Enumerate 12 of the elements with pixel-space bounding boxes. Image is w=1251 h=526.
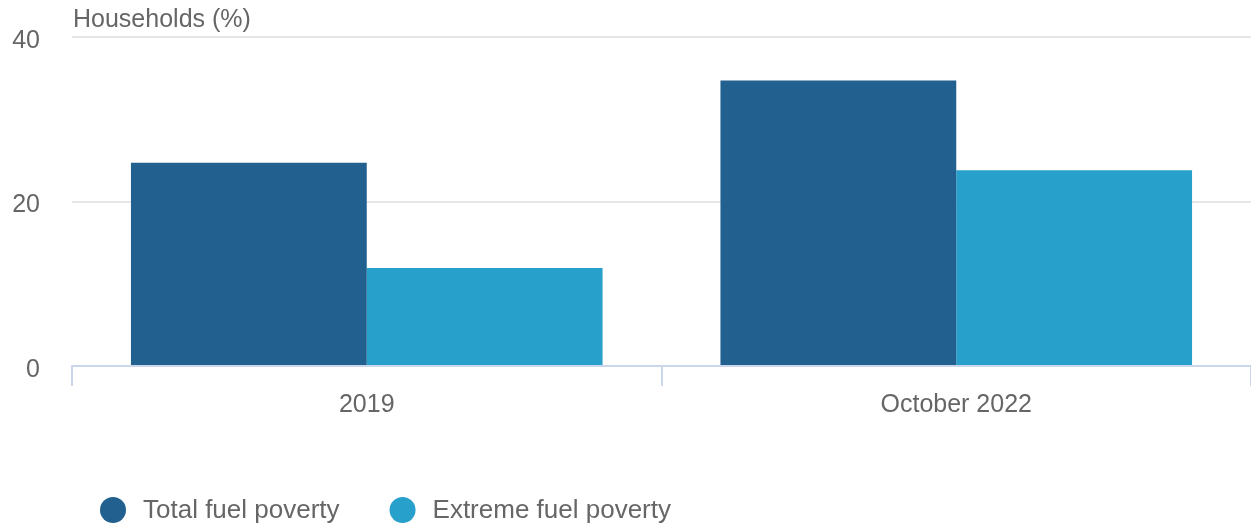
bar [956,170,1193,365]
bar [130,162,367,365]
x-tick-label: 2019 [338,388,395,417]
bar [720,80,957,365]
y-tick-label: 40 [12,24,40,53]
y-tick-label: 0 [26,353,40,382]
bar [366,268,603,365]
x-tick-label: October 2022 [880,388,1032,417]
y-tick-label: 20 [12,189,40,218]
legend-label: Total fuel poverty [143,494,340,525]
y-axis-title: Households (%) [73,3,251,32]
legend-label: Extreme fuel poverty [432,494,671,525]
